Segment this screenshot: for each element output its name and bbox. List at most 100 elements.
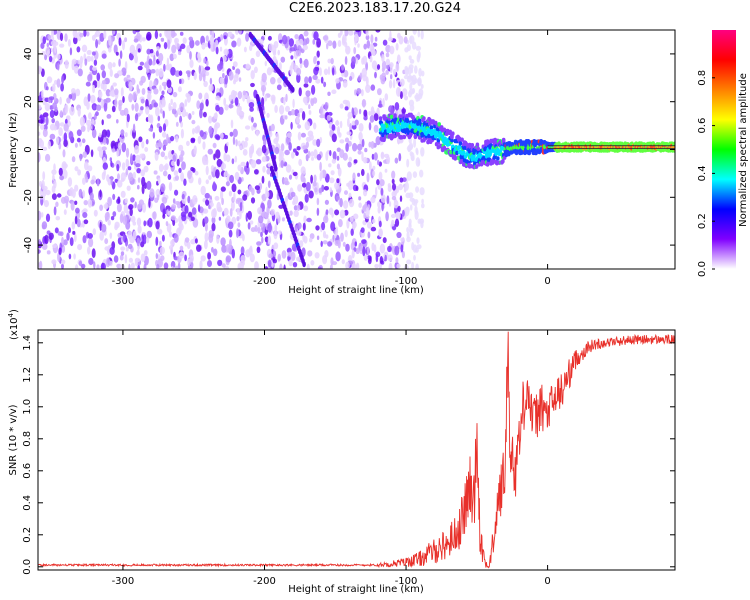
spectrogram-cell <box>120 129 125 137</box>
spectrogram-cell <box>204 222 208 232</box>
spectrogram-cell <box>378 100 382 108</box>
spectrogram-cell <box>53 41 59 46</box>
spectrogram-cell <box>390 74 393 80</box>
spectrogram-cell <box>56 53 61 60</box>
spectrogram-cell <box>61 75 65 84</box>
spectrogram-cell <box>66 232 70 241</box>
signal-cell <box>405 118 410 124</box>
spectrogram-cell <box>199 102 204 111</box>
spectrogram-cell <box>398 35 404 45</box>
spectrogram-cell <box>92 51 96 56</box>
spectrogram-cell <box>298 158 303 167</box>
spectrogram-cell <box>386 155 391 165</box>
spectrogram-cell <box>221 244 227 253</box>
spectrogram-cell <box>328 207 334 215</box>
spectrogram-cell <box>290 191 296 197</box>
spectrogram-cell <box>116 148 119 157</box>
spectrogram-cell <box>38 239 41 245</box>
spectrogram-cell <box>310 174 313 184</box>
spectrogram-cell <box>208 126 213 135</box>
spectrogram-cell <box>225 181 230 187</box>
spectrogram-cell <box>336 163 340 170</box>
spectrogram-cell <box>294 34 299 40</box>
spectrogram-cell <box>357 172 361 177</box>
spectrogram-cell <box>130 215 136 223</box>
spectrogram-cell <box>264 60 267 67</box>
spectrogram-cell <box>356 88 362 95</box>
spectrogram-cell <box>231 158 235 165</box>
spectrogram-cell <box>135 30 141 33</box>
spectrogram-cell <box>365 84 371 93</box>
spectrogram-cell <box>358 202 362 208</box>
spectrogram-cell <box>256 241 262 246</box>
spectrogram-cell <box>377 206 381 214</box>
spectrogram-cell <box>388 79 393 89</box>
spectrogram-cell <box>215 95 220 101</box>
spectrogram-cell <box>307 130 314 137</box>
spectrogram-cell <box>200 255 206 262</box>
spectrogram-cell <box>288 174 293 180</box>
spectrogram-cell <box>338 132 342 138</box>
spectrogram-cell <box>245 249 251 258</box>
spectrogram-cell <box>155 68 160 77</box>
spectrogram-cell <box>150 69 156 74</box>
spectrogram-cell <box>234 155 238 163</box>
spectrogram-cell <box>136 168 141 174</box>
spectrogram-cell <box>265 186 268 195</box>
spectrogram-cell <box>312 139 318 146</box>
spectrogram-cell <box>363 43 368 50</box>
spectrogram-cell <box>403 75 409 80</box>
spectrogram-cell <box>159 246 165 255</box>
spectrogram-cell <box>319 67 322 76</box>
spectrogram-cell <box>337 40 342 47</box>
spectrogram-cell <box>312 39 316 45</box>
spectrogram-cell <box>172 102 177 110</box>
signal-cell <box>474 164 479 169</box>
spectrogram-cell <box>336 155 340 161</box>
spectrogram-cell <box>134 145 140 154</box>
spectrogram-cell <box>412 171 418 179</box>
spectrogram-cell <box>207 260 212 267</box>
spectrogram-cell <box>407 147 411 153</box>
spectrogram-cell <box>344 137 350 143</box>
spectrogram-cell <box>88 257 94 266</box>
spectrogram-cell <box>417 78 422 86</box>
spectrogram-cell <box>396 231 402 239</box>
spectrogram-cell <box>181 214 187 222</box>
spectrogram-cell <box>102 137 107 145</box>
spectrogram-cell <box>262 165 266 173</box>
spectrogram-cell <box>99 231 104 241</box>
signal-cell <box>514 150 519 156</box>
spectrogram-cell <box>292 262 298 268</box>
spectrogram-cell <box>280 56 286 63</box>
spectrogram-cell <box>353 213 359 220</box>
spectrogram-cell <box>300 166 306 176</box>
spectrogram-cell <box>109 232 113 239</box>
spectrogram-cell <box>236 197 242 203</box>
spectrogram-cell <box>188 211 193 218</box>
spectrogram-cell <box>134 258 138 267</box>
spectrogram-cell <box>74 200 78 205</box>
spectrogram-cell <box>42 171 46 181</box>
spectrogram-cell <box>71 221 76 230</box>
spectrogram-cell <box>89 192 94 201</box>
spectrogram-cell <box>147 73 151 81</box>
spectrogram-cell <box>51 169 57 175</box>
spectrogram-cell <box>97 146 102 152</box>
x-tick-label: 0 <box>544 276 550 287</box>
spectrogram-cell <box>182 37 187 44</box>
colorbar-tick-label: 0.2 <box>697 213 708 229</box>
spectrogram-cell <box>365 30 369 37</box>
spectrogram-cell <box>52 102 57 110</box>
spectrogram-cell <box>103 203 110 210</box>
spectrogram-cell <box>270 94 276 103</box>
spectrogram-cell <box>362 55 368 65</box>
spectrogram-cell <box>53 206 57 216</box>
spectrogram-cell <box>205 71 210 76</box>
spectrogram-cell <box>268 43 274 52</box>
spectrogram-cell <box>45 86 49 91</box>
spectrogram-cell <box>408 55 412 60</box>
spectrogram-cell <box>149 188 155 198</box>
spectrogram-cell <box>87 74 93 82</box>
spectrogram-cell <box>419 187 425 196</box>
